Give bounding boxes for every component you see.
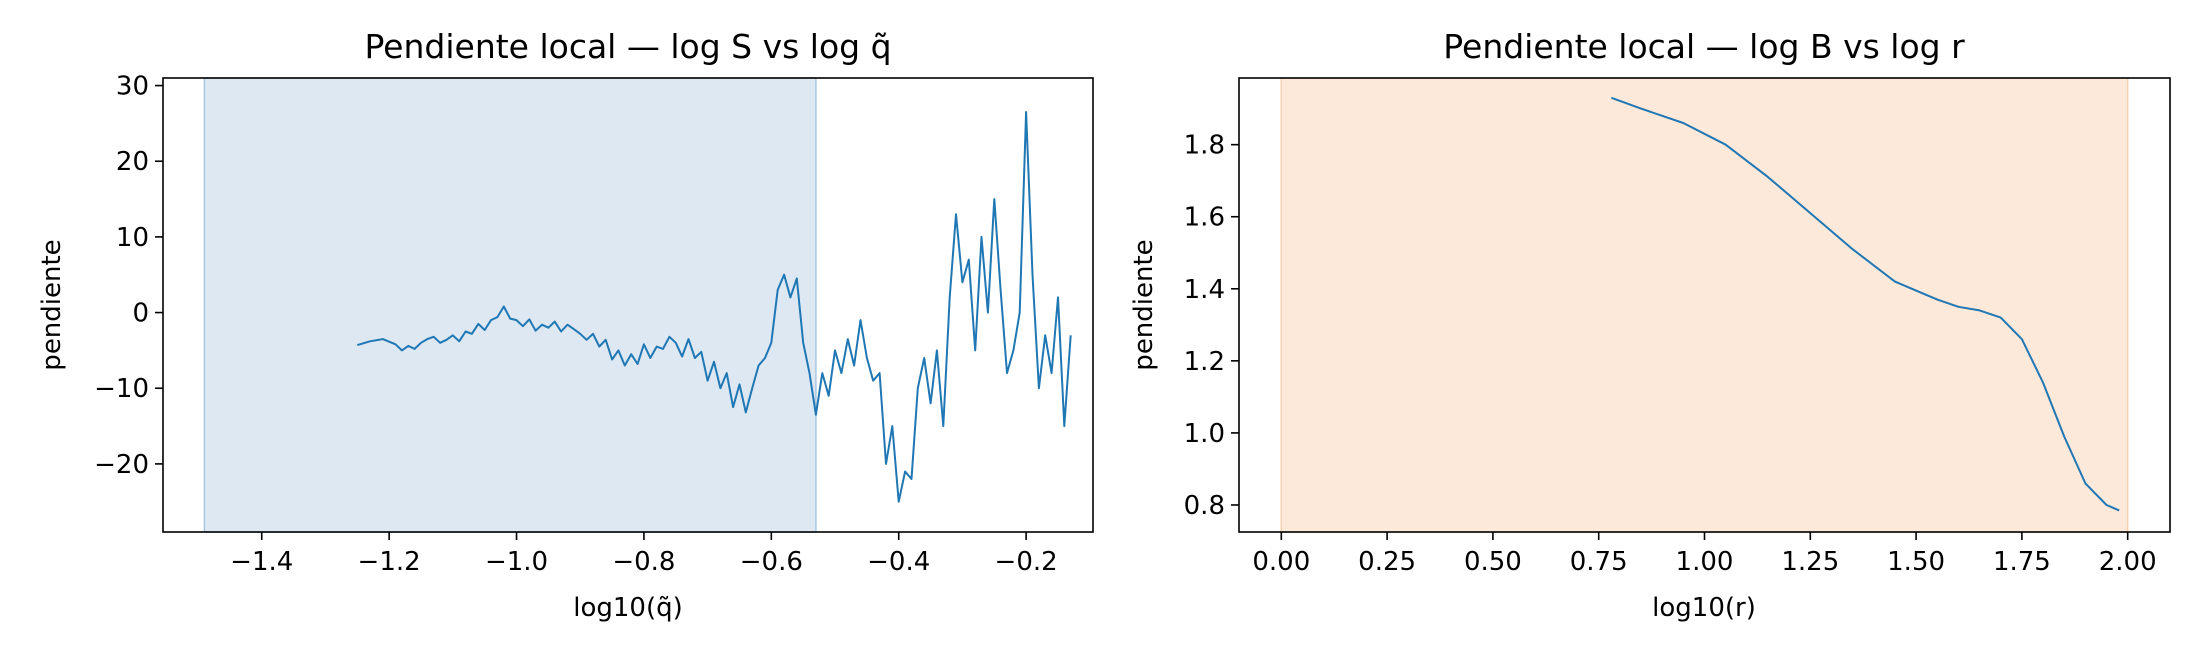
y-ticks-right: 0.8 1.0 1.2 1.4 1.6 1.8 — [1184, 131, 1239, 521]
y-tick-label: 30 — [116, 72, 149, 102]
x-tick-label: 0.50 — [1464, 547, 1522, 577]
y-tick-label: 0 — [132, 299, 149, 329]
x-tick-label: −0.2 — [995, 547, 1058, 577]
y-tick-label: 1.8 — [1184, 131, 1225, 161]
y-tick-label: 1.6 — [1184, 203, 1225, 233]
x-tick-label: −0.4 — [867, 547, 930, 577]
series-line-right — [1611, 96, 2120, 512]
y-tick-label: −20 — [94, 450, 149, 480]
y-tick-label: 1.4 — [1184, 275, 1225, 305]
x-tick-label: −0.6 — [740, 547, 803, 577]
x-tick-label: 1.00 — [1676, 547, 1734, 577]
y-tick-label: 20 — [116, 147, 149, 177]
x-tick-label: −1.2 — [358, 547, 421, 577]
x-tick-label: −1.0 — [485, 547, 548, 577]
x-tick-label: −0.8 — [612, 547, 675, 577]
shaded-region-left — [203, 77, 817, 533]
y-ticks-left: −20 −10 0 10 20 30 — [94, 72, 163, 480]
chart-title-right: Pendiente local — log B vs log r — [1443, 27, 1965, 66]
x-tick-label: −1.4 — [230, 547, 293, 577]
chart-left: −1.4 −1.2 −1.0 −0.8 −0.6 −0.4 −0.2 −20 −10 0 10 20… — [37, 27, 1094, 623]
y-tick-label: −10 — [94, 374, 149, 404]
y-tick-label: 0.8 — [1184, 491, 1225, 521]
x-tick-label: 0.00 — [1252, 547, 1310, 577]
x-axis-label-right: log10(r) — [1652, 593, 1756, 623]
x-tick-label: 0.25 — [1358, 547, 1416, 577]
y-axis-label-right: pendiente — [1129, 239, 1159, 370]
plot-frame-left — [162, 77, 1094, 533]
x-tick-label: 0.75 — [1570, 547, 1628, 577]
x-ticks-left: −1.4 −1.2 −1.0 −0.8 −0.6 −0.4 −0.2 — [230, 532, 1058, 577]
series-line-left — [357, 111, 1072, 503]
x-tick-label: 1.75 — [1993, 547, 2051, 577]
x-tick-label: 1.50 — [1887, 547, 1945, 577]
y-tick-label: 1.0 — [1184, 419, 1225, 449]
chart-title-left: Pendiente local — log S vs log q̃ — [364, 27, 891, 66]
x-tick-label: 2.00 — [2099, 547, 2157, 577]
x-ticks-right: 0.00 0.25 0.50 0.75 1.00 1.25 1.50 1.75 2.00 — [1252, 532, 2157, 577]
x-tick-label: 1.25 — [1781, 547, 1839, 577]
y-axis-label-left: pendiente — [37, 239, 67, 370]
x-axis-label-left: log10(q̃) — [573, 593, 683, 623]
y-tick-label: 10 — [116, 223, 149, 253]
y-tick-label: 1.2 — [1184, 347, 1225, 377]
shaded-region-right — [1280, 77, 2129, 533]
chart-right: 0.00 0.25 0.50 0.75 1.00 1.25 1.50 1.75 2.00 0.8… — [1129, 27, 2171, 623]
